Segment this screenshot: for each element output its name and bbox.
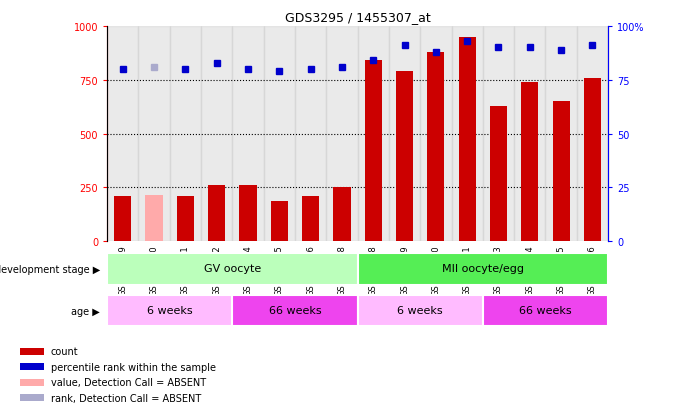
Bar: [302, 197, 319, 242]
Text: percentile rank within the sample: percentile rank within the sample: [51, 362, 216, 372]
Bar: [21, 348, 44, 355]
Bar: [358, 27, 389, 242]
Text: 66 weeks: 66 weeks: [519, 305, 571, 315]
Bar: [333, 188, 350, 242]
Bar: [545, 27, 577, 242]
Bar: [365, 61, 382, 242]
Bar: [271, 202, 288, 242]
Bar: [459, 38, 476, 242]
Text: MII oocyte/egg: MII oocyte/egg: [442, 264, 524, 274]
Bar: [239, 186, 256, 242]
Bar: [146, 195, 162, 242]
Bar: [521, 83, 538, 242]
Bar: [451, 27, 483, 242]
Bar: [107, 254, 358, 285]
Bar: [577, 27, 608, 242]
Bar: [21, 363, 44, 370]
Bar: [553, 102, 569, 242]
Text: 6 weeks: 6 weeks: [397, 305, 443, 315]
Bar: [514, 27, 545, 242]
Bar: [170, 27, 201, 242]
Text: age ▶: age ▶: [71, 306, 100, 316]
Bar: [138, 27, 170, 242]
Bar: [107, 295, 232, 327]
Bar: [483, 27, 514, 242]
Bar: [483, 295, 608, 327]
Text: rank, Detection Call = ABSENT: rank, Detection Call = ABSENT: [51, 393, 201, 403]
Bar: [264, 27, 295, 242]
Bar: [358, 295, 483, 327]
Bar: [427, 52, 444, 242]
Title: GDS3295 / 1455307_at: GDS3295 / 1455307_at: [285, 11, 430, 24]
Bar: [389, 27, 420, 242]
Text: 66 weeks: 66 weeks: [269, 305, 321, 315]
Bar: [420, 27, 451, 242]
Bar: [21, 394, 44, 401]
Bar: [490, 106, 507, 242]
Bar: [21, 379, 44, 386]
Bar: [326, 27, 358, 242]
Bar: [208, 186, 225, 242]
Bar: [114, 197, 131, 242]
Bar: [358, 254, 608, 285]
Text: development stage ▶: development stage ▶: [0, 264, 100, 275]
Bar: [201, 27, 232, 242]
Bar: [232, 27, 264, 242]
Bar: [295, 27, 326, 242]
Bar: [584, 78, 601, 242]
Bar: [396, 72, 413, 242]
Bar: [177, 197, 194, 242]
Text: GV oocyte: GV oocyte: [204, 264, 261, 274]
Text: 6 weeks: 6 weeks: [147, 305, 193, 315]
Text: value, Detection Call = ABSENT: value, Detection Call = ABSENT: [51, 377, 206, 387]
Bar: [107, 27, 138, 242]
Text: count: count: [51, 347, 79, 356]
Bar: [232, 295, 358, 327]
